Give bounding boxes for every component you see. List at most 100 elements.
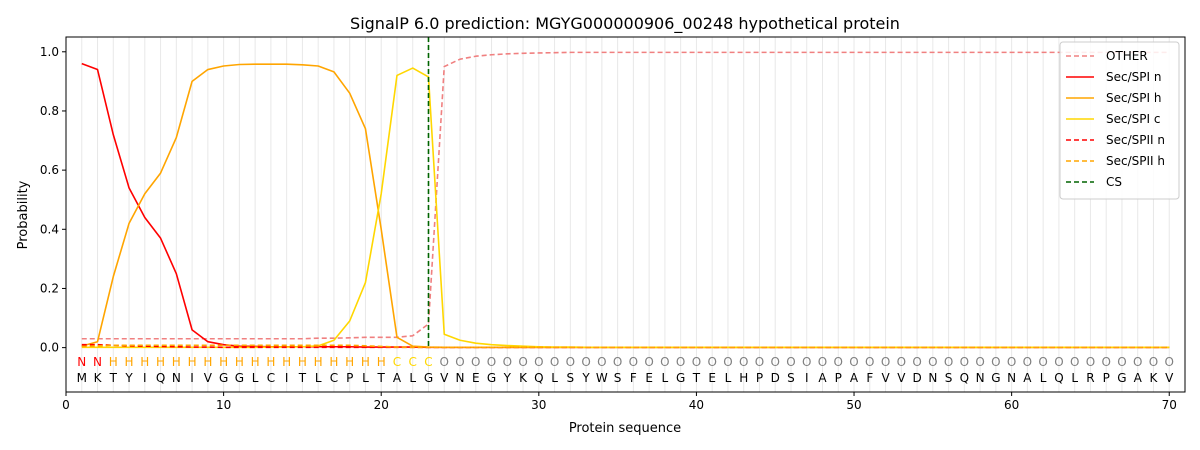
region-label: O [1007,355,1016,369]
y-axis-label: Probability [16,180,31,249]
residue-label: N [456,371,465,385]
residue-label: L [551,371,558,385]
residue-label: V [881,371,890,385]
region-label: O [644,355,653,369]
region-label: O [1038,355,1047,369]
residue-label: G [219,371,228,385]
residue-label: G [424,371,433,385]
plot-frame [65,36,1186,393]
x-tick-label: 10 [216,398,231,412]
residue-label: V [1165,371,1174,385]
region-label: O [518,355,527,369]
region-label: H [298,355,307,369]
region-label: H [314,355,323,369]
legend: OTHER Sec/SPI n Sec/SPI h Sec/SPI c Sec/SPII… [1059,41,1180,200]
region-label: O [802,355,811,369]
residue-label: Q [534,371,543,385]
region-label: O [1165,355,1174,369]
x-tick-label: 70 [1162,398,1177,412]
legend-label: Sec/SPII h [1106,154,1165,168]
region-label: C [424,355,432,369]
y-tick-label: 1.0 [40,45,59,59]
residue-label: S [567,371,575,385]
region-label: O [897,355,906,369]
region-label: O [1054,355,1063,369]
residue-label: S [614,371,622,385]
residue-label: W [596,371,608,385]
residue-label: K [1150,371,1159,385]
residue-label: F [630,371,637,385]
region-label: O [1070,355,1079,369]
residue-label: A [1023,371,1032,385]
region-label: O [1117,355,1126,369]
residue-label: L [725,371,732,385]
y-tick-label: 0.2 [40,281,59,295]
region-label: O [849,355,858,369]
residue-label: T [692,371,701,385]
x-axis-label: Protein sequence [569,421,681,436]
y-tick-label: 0.0 [40,341,59,355]
residue-label: L [1040,371,1047,385]
region-label: O [1101,355,1110,369]
residue-label: V [440,371,449,385]
residue-label: N [172,371,181,385]
residue-label: R [1086,371,1094,385]
residue-label: I [805,371,809,385]
legend-label: Sec/SPI n [1106,70,1161,84]
region-label: O [865,355,874,369]
residue-label: N [1007,371,1016,385]
residue-label: N [928,371,937,385]
residue-label: S [787,371,795,385]
region-label: O [912,355,921,369]
region-label: H [235,355,244,369]
x-tick-label: 30 [531,398,546,412]
region-label: H [251,355,260,369]
region-label: O [755,355,764,369]
residue-label: N [976,371,985,385]
region-label: O [770,355,779,369]
residue-label: H [739,371,748,385]
region-label: C [393,355,401,369]
legend-label: CS [1106,175,1122,189]
region-label: O [487,355,496,369]
region-label: O [818,355,827,369]
residue-label: G [487,371,496,385]
legend-label: Sec/SPII n [1106,133,1165,147]
residue-label: V [204,371,213,385]
chart-title: SignalP 6.0 prediction: MGYG000000906_00… [350,14,900,34]
region-label: H [172,355,181,369]
region-label: H [329,355,338,369]
residue-label: V [897,371,906,385]
region-label: O [991,355,1000,369]
x-tick-label: 60 [1004,398,1019,412]
region-label: H [188,355,197,369]
residue-label: D [771,371,780,385]
residue-label: D [912,371,921,385]
region-label: O [1023,355,1032,369]
residue-label: Q [1054,371,1063,385]
region-label: O [503,355,512,369]
residue-label: G [991,371,1000,385]
region-label: O [739,355,748,369]
grid-layer [81,37,1170,392]
residue-label: Q [960,371,969,385]
region-label: O [786,355,795,369]
residue-label: F [866,371,873,385]
region-label: O [550,355,559,369]
x-tick-label: 50 [846,398,861,412]
region-label: H [266,355,275,369]
legend-label: Sec/SPI h [1106,91,1161,105]
residue-label: G [1117,371,1126,385]
residue-label: A [393,371,402,385]
residue-label: C [267,371,275,385]
residue-label: L [1071,371,1078,385]
region-label: O [1149,355,1158,369]
residue-label: P [835,371,842,385]
axis-layer: 0 10 20 30 40 50 60 70 0.0 0.2 0.4 0.6 0.8 1.0 [40,45,1177,412]
region-label: N [77,355,86,369]
region-label: H [140,355,149,369]
region-label: H [361,355,370,369]
region-label: C [409,355,417,369]
residue-label: L [252,371,259,385]
x-tick-label: 40 [689,398,704,412]
